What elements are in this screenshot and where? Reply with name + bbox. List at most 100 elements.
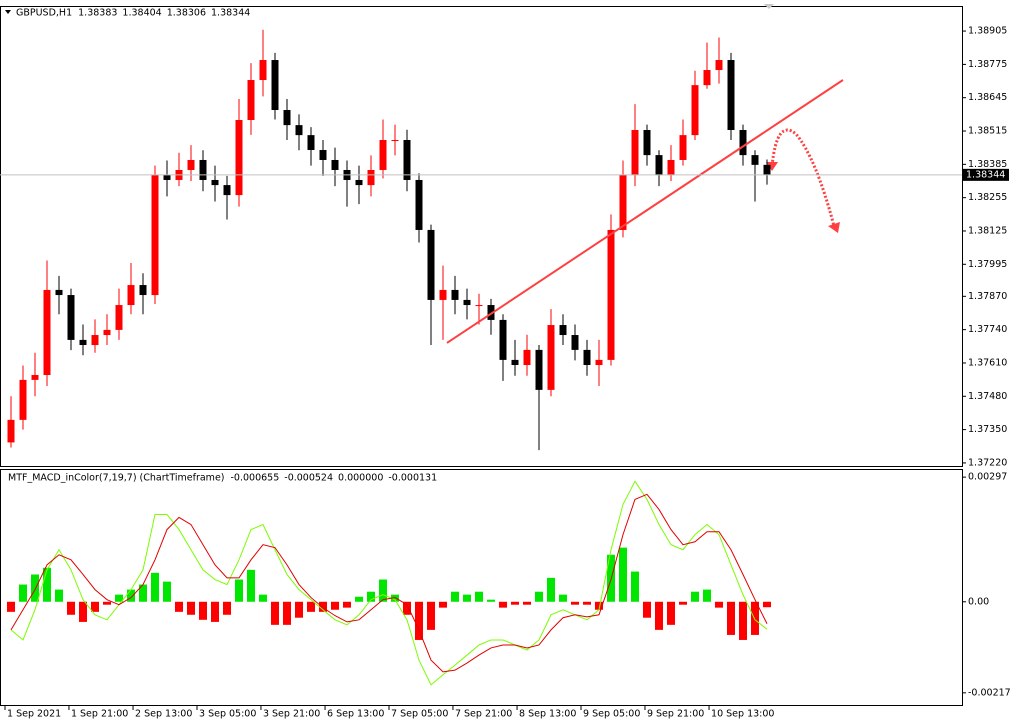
histogram-bar [619, 547, 627, 602]
histogram-bar [655, 601, 663, 630]
x-tick-label: 1 Sep 2021 [7, 709, 61, 720]
x-tick-label: 7 Sep 05:00 [391, 709, 448, 720]
candle-body [535, 349, 543, 390]
histogram-bar [631, 571, 639, 602]
y-tick-label: 1.37220 [968, 457, 1007, 468]
histogram-bar [427, 601, 435, 630]
trend-line [446, 79, 844, 344]
histogram-bar [727, 601, 735, 635]
histogram-bar [535, 591, 543, 602]
candle-body [679, 135, 687, 160]
candle-body [391, 139, 399, 141]
x-tick-label: 10 Sep 13:00 [711, 709, 774, 720]
histogram-bar [331, 601, 339, 610]
x-tick-label: 7 Sep 21:00 [455, 709, 512, 720]
candle-body [463, 299, 471, 306]
histogram-bar [715, 601, 723, 608]
histogram-bar [499, 601, 507, 608]
candle-body [499, 319, 507, 360]
histogram-bar [403, 601, 411, 615]
forecast-arrow [766, 128, 840, 233]
x-tick-label: 8 Sep 13:00 [519, 709, 576, 720]
candle-body [295, 125, 303, 136]
readout-value: -0.000131 [388, 473, 437, 484]
histogram-bar [151, 572, 159, 602]
histogram-bar [127, 589, 135, 602]
readout-value: -0.000524 [284, 473, 333, 484]
readout-value: 1.38404 [122, 8, 161, 19]
histogram-bar [415, 601, 423, 640]
histogram-bar [163, 581, 171, 602]
histogram-bar [391, 594, 399, 602]
histogram-bar [379, 579, 387, 602]
candle-body [703, 70, 711, 86]
histogram-bar [7, 601, 15, 612]
candle-body [667, 159, 675, 176]
histogram-bar [559, 594, 567, 602]
readout-value: 1.38383 [78, 8, 117, 19]
candle-body [643, 129, 651, 156]
menu-arrow[interactable] [5, 10, 11, 14]
histogram-bar [571, 601, 579, 605]
indicator-panel-frame [0, 469, 963, 706]
candle-body [355, 179, 363, 186]
readout-value: 1.38306 [167, 8, 206, 19]
price-panel-frame [0, 6, 963, 467]
histogram-bar [355, 596, 363, 602]
arrow-head [828, 222, 840, 233]
candle-body [403, 139, 411, 180]
histogram-bar [487, 599, 495, 602]
current-price-label: 1.38344 [966, 169, 1005, 180]
y-tick-label: 1.38775 [968, 59, 1007, 70]
candle-body [127, 285, 135, 306]
candle-body [439, 289, 447, 300]
candle-body [739, 129, 747, 156]
histogram-bar [667, 601, 675, 625]
candle-body [163, 175, 171, 180]
histogram-bar [115, 594, 123, 602]
histogram-bar [67, 601, 75, 615]
histogram-bar [43, 567, 51, 602]
y-tick-label: 1.38515 [968, 126, 1007, 137]
y-tick-label: 1.37995 [968, 259, 1007, 270]
x-tick-label: 9 Sep 21:00 [647, 709, 704, 720]
candle-body [67, 295, 75, 340]
y-tick-label: 1.38645 [968, 92, 1007, 103]
candle-body [283, 110, 291, 126]
histogram-bar [307, 601, 315, 612]
macd-line [10, 480, 768, 686]
histogram-bar [79, 601, 87, 622]
histogram-bar [739, 601, 747, 640]
candle-body [475, 305, 483, 307]
candle-body [415, 179, 423, 230]
candle-body [619, 175, 627, 230]
candle-body [55, 289, 63, 296]
y-tick-label: 1.38255 [968, 192, 1007, 203]
candle-body [259, 60, 267, 81]
candle-body [331, 159, 339, 170]
candle-body [307, 135, 315, 150]
candle-body [223, 185, 231, 196]
candle-body [115, 305, 123, 330]
histogram-bar [763, 601, 771, 608]
candle-body [319, 149, 327, 160]
readout-value: 1.38344 [211, 8, 250, 19]
histogram-bar [679, 601, 687, 605]
histogram-bar [463, 594, 471, 602]
y-tick-label: 0.00297 [968, 472, 1007, 483]
candle-body [427, 229, 435, 300]
histogram-bar [643, 601, 651, 618]
candle-body [31, 375, 39, 380]
y-tick-label: 1.37870 [968, 291, 1007, 302]
histogram-bar [703, 589, 711, 602]
histogram-bar [511, 601, 519, 605]
candle-body [43, 289, 51, 376]
histogram-bar [175, 601, 183, 612]
x-tick-label: 3 Sep 05:00 [199, 709, 256, 720]
histogram-bar [199, 601, 207, 620]
histogram-bar [691, 591, 699, 602]
histogram-bar [583, 601, 591, 605]
candle-body [367, 169, 375, 186]
